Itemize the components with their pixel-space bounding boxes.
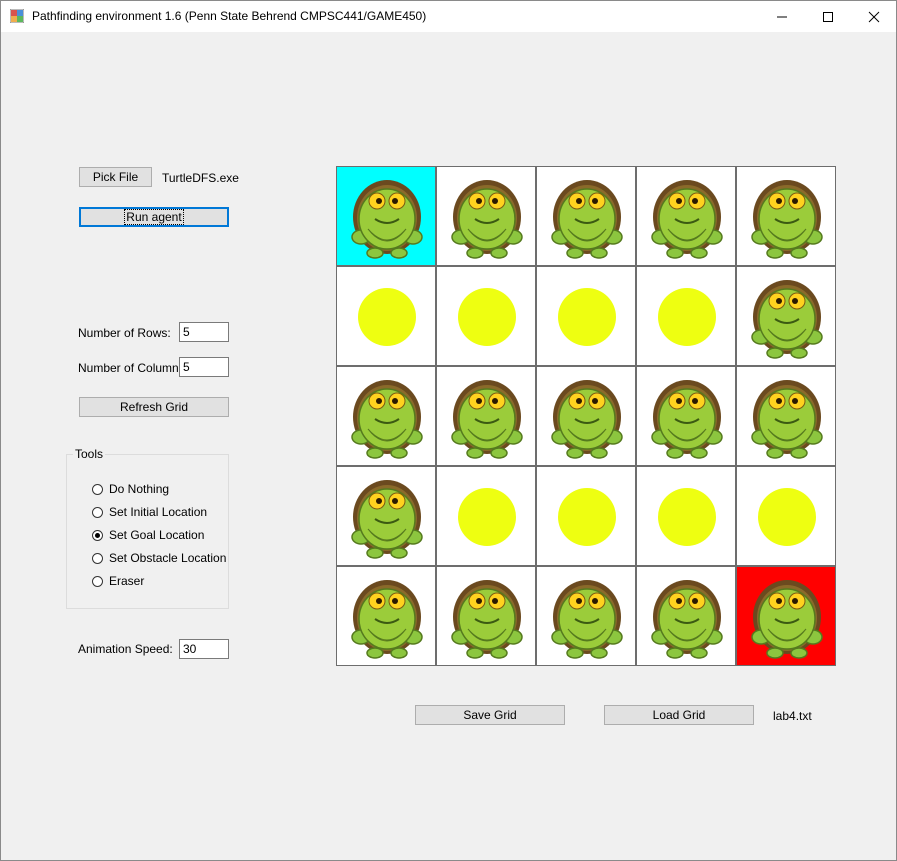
grid-cell[interactable]: [536, 566, 636, 666]
refresh-grid-button[interactable]: Refresh Grid: [79, 397, 229, 417]
rows-input[interactable]: [179, 322, 229, 342]
radio-do-nothing[interactable]: [92, 483, 103, 495]
run-agent-button[interactable]: Run agent: [79, 207, 229, 227]
tool-label: Set Goal Location: [109, 528, 205, 542]
dot-icon: [558, 288, 616, 346]
tools-groupbox: [66, 454, 229, 609]
turtle-icon: [551, 380, 623, 459]
tool-set-obstacle-location[interactable]: Set Obstacle Location: [92, 550, 226, 566]
turtle-icon: [351, 180, 423, 259]
dot-icon: [658, 488, 716, 546]
close-icon: [868, 11, 880, 22]
grid-cell[interactable]: [536, 466, 636, 566]
grid-cell[interactable]: [436, 466, 536, 566]
tool-label: Set Obstacle Location: [109, 551, 227, 565]
turtle-icon: [751, 580, 823, 659]
grid-cell[interactable]: [736, 566, 836, 666]
tool-label: Eraser: [109, 574, 145, 588]
grid-cell[interactable]: [536, 366, 636, 466]
pick-file-button[interactable]: Pick File: [79, 167, 152, 187]
grid-cell[interactable]: [336, 266, 436, 366]
grid-cell[interactable]: [436, 566, 536, 666]
animation-speed-input[interactable]: [179, 639, 229, 659]
tool-label: Do Nothing: [109, 482, 170, 496]
turtle-icon: [551, 580, 623, 659]
turtle-icon: [751, 180, 823, 259]
tool-do-nothing[interactable]: Do Nothing: [92, 481, 169, 497]
dot-icon: [558, 488, 616, 546]
grid-cell[interactable]: [636, 266, 736, 366]
minimize-icon: [777, 16, 787, 17]
radio-set-goal-location[interactable]: [92, 529, 103, 541]
grid-cell[interactable]: [336, 166, 436, 266]
grid-cell[interactable]: [436, 166, 536, 266]
turtle-icon: [351, 380, 423, 459]
dot-icon: [758, 488, 816, 546]
dot-icon: [458, 288, 516, 346]
turtle-icon: [751, 280, 823, 359]
grid-cell[interactable]: [736, 366, 836, 466]
radio-set-initial-location[interactable]: [92, 506, 103, 518]
grid-cell[interactable]: [336, 566, 436, 666]
turtle-icon: [751, 380, 823, 459]
run-agent-label: Run agent: [124, 209, 184, 225]
grid-cell[interactable]: [736, 166, 836, 266]
grid-cell[interactable]: [636, 166, 736, 266]
turtle-icon: [551, 180, 623, 259]
maximize-button[interactable]: [805, 1, 851, 32]
radio-eraser[interactable]: [92, 575, 103, 587]
radio-set-obstacle-location[interactable]: [92, 552, 103, 564]
load-grid-button[interactable]: Load Grid: [604, 705, 754, 725]
grid-cell[interactable]: [436, 266, 536, 366]
grid-cell[interactable]: [336, 366, 436, 466]
app-icon: [10, 9, 24, 23]
grid-file-name: lab4.txt: [773, 709, 812, 723]
turtle-icon: [451, 180, 523, 259]
grid-cell[interactable]: [636, 566, 736, 666]
animation-speed-label: Animation Speed:: [78, 642, 173, 656]
save-grid-button[interactable]: Save Grid: [415, 705, 565, 725]
dot-icon: [358, 288, 416, 346]
turtle-icon: [651, 380, 723, 459]
turtle-icon: [351, 580, 423, 659]
title-bar[interactable]: Pathfinding environment 1.6 (Penn State …: [1, 1, 896, 32]
close-button[interactable]: [851, 1, 897, 32]
grid-cell[interactable]: [336, 466, 436, 566]
columns-input[interactable]: [179, 357, 229, 377]
turtle-icon: [451, 380, 523, 459]
tools-group-title: Tools: [73, 447, 106, 461]
dot-icon: [658, 288, 716, 346]
rows-label: Number of Rows:: [78, 326, 171, 340]
turtle-icon: [651, 580, 723, 659]
turtle-icon: [351, 480, 423, 559]
tool-set-initial-location[interactable]: Set Initial Location: [92, 504, 207, 520]
grid-cell[interactable]: [736, 266, 836, 366]
columns-label: Number of Columns:: [78, 361, 189, 375]
grid-cell[interactable]: [536, 266, 636, 366]
pathfinding-grid[interactable]: [336, 166, 836, 666]
turtle-icon: [451, 580, 523, 659]
turtle-icon: [651, 180, 723, 259]
tool-label: Set Initial Location: [109, 505, 208, 519]
grid-cell[interactable]: [636, 466, 736, 566]
grid-cell[interactable]: [536, 166, 636, 266]
grid-cell[interactable]: [436, 366, 536, 466]
maximize-icon: [823, 11, 833, 22]
dot-icon: [458, 488, 516, 546]
grid-cell[interactable]: [636, 366, 736, 466]
tool-eraser[interactable]: Eraser: [92, 573, 144, 589]
minimize-button[interactable]: [759, 1, 805, 32]
tool-set-goal-location[interactable]: Set Goal Location: [92, 527, 204, 543]
selected-agent-file: TurtleDFS.exe: [162, 171, 239, 185]
window-title: Pathfinding environment 1.6 (Penn State …: [32, 9, 427, 23]
grid-cell[interactable]: [736, 466, 836, 566]
